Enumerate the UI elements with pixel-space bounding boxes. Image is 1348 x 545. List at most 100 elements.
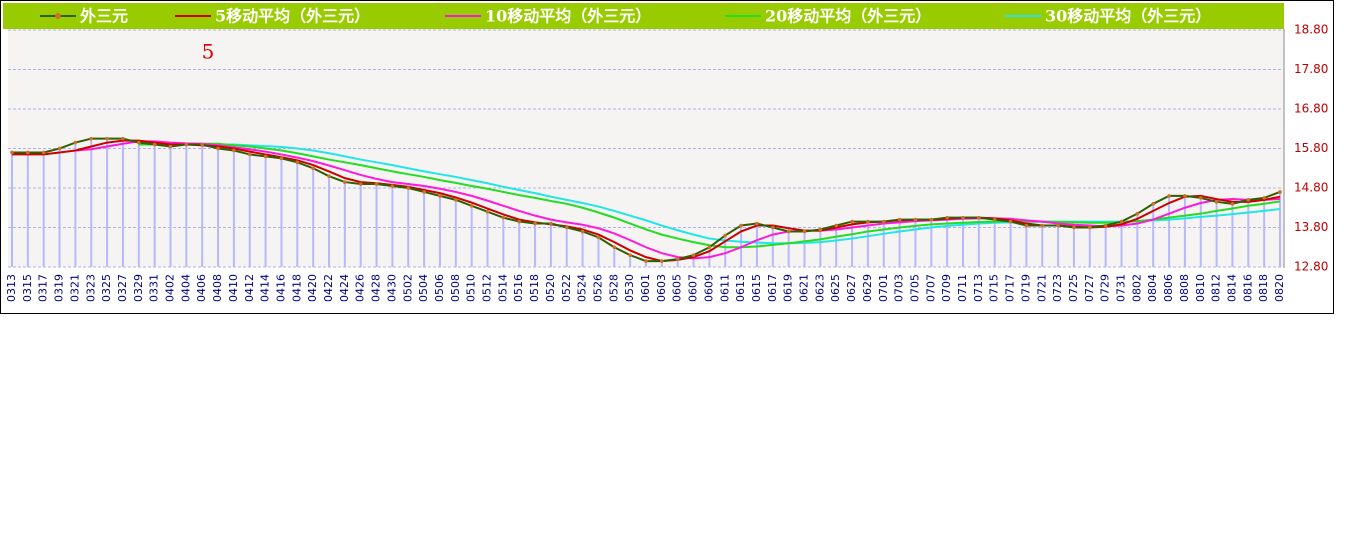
point	[263, 154, 268, 159]
x-tick-label: 0502	[401, 274, 414, 302]
point	[501, 215, 506, 220]
point	[41, 150, 46, 155]
point	[771, 225, 775, 230]
point	[1151, 202, 1155, 206]
x-tick-label: 0701	[877, 274, 890, 302]
series-line	[138, 142, 1281, 249]
x-tick-label: 0504	[417, 274, 430, 302]
point	[358, 182, 363, 186]
point	[247, 152, 252, 157]
x-tick-label: 0818	[1257, 274, 1270, 302]
x-tick-label: 0424	[338, 274, 351, 302]
x-tick-label: 0522	[560, 274, 573, 302]
x-tick-label: 0520	[544, 274, 557, 302]
point	[929, 217, 934, 222]
point	[739, 223, 743, 228]
x-tick-label: 0810	[1194, 274, 1207, 302]
y-tick-label: 17.80	[1294, 62, 1328, 76]
point	[850, 219, 854, 224]
x-tick-label: 0719	[1019, 274, 1032, 302]
x-tick-label: 0327	[116, 274, 129, 302]
x-tick-label: 0410	[227, 274, 240, 302]
x-tick-label: 0416	[274, 274, 287, 302]
x-tick-label: 0609	[702, 274, 715, 302]
point	[818, 227, 823, 232]
x-tick-label: 0615	[750, 274, 763, 302]
x-tick-label: 0607	[687, 274, 700, 302]
point	[644, 259, 648, 263]
x-tick-label: 0713	[972, 274, 985, 302]
point	[564, 225, 569, 230]
point	[1183, 194, 1187, 198]
x-tick-label: 0406	[195, 274, 208, 302]
point	[945, 215, 949, 220]
x-tick-label: 0613	[734, 274, 747, 302]
y-tick-label: 14.80	[1294, 181, 1328, 195]
point	[1040, 223, 1045, 228]
point	[1278, 190, 1282, 194]
x-tick-label: 0319	[53, 274, 66, 302]
point	[1008, 219, 1013, 224]
point	[755, 221, 759, 226]
y-tick-label: 13.80	[1294, 220, 1328, 234]
x-tick-label: 0426	[354, 274, 367, 302]
point	[485, 209, 490, 214]
point	[1214, 200, 1219, 204]
point	[311, 166, 315, 171]
point	[1230, 202, 1235, 206]
x-tick-label: 0430	[385, 274, 398, 302]
y-tick-label: 18.80	[1294, 23, 1328, 37]
x-tick-label: 0721	[1035, 274, 1048, 302]
x-tick-label: 0418	[290, 274, 303, 302]
legend-label: 10移动平均（外三元）	[485, 7, 651, 26]
point	[961, 215, 965, 220]
x-tick-label: 0717	[1004, 274, 1017, 302]
point	[612, 245, 617, 250]
annotation: 5	[202, 40, 215, 64]
x-tick-label: 0725	[1067, 274, 1080, 302]
legend-label: 5移动平均（外三元）	[215, 7, 370, 26]
x-tick-label: 0428	[370, 274, 383, 302]
x-tick-label: 0420	[306, 274, 319, 302]
point	[866, 219, 870, 224]
x-tick-label: 0804	[1146, 274, 1159, 302]
y-tick-label: 12.80	[1294, 260, 1328, 274]
x-tick-label: 0526	[591, 274, 604, 302]
x-tick-label: 0820	[1273, 274, 1286, 302]
series-line	[186, 143, 1281, 245]
x-tick-label: 0731	[1115, 274, 1128, 302]
x-tick-label: 0727	[1083, 274, 1096, 302]
x-tick-label: 0528	[607, 274, 620, 302]
point	[723, 233, 728, 238]
x-tick-label: 0705	[908, 274, 921, 302]
x-tick-label: 0711	[956, 274, 969, 302]
point	[1262, 196, 1266, 200]
point	[675, 257, 680, 261]
point	[390, 184, 395, 188]
point	[454, 198, 458, 202]
point	[216, 146, 220, 151]
x-tick-label: 0627	[845, 274, 858, 302]
x-tick-label: 0329	[132, 274, 145, 302]
point	[1167, 194, 1171, 198]
point	[73, 140, 78, 145]
x-tick-label: 0516	[512, 274, 525, 302]
x-tick-label: 0412	[243, 274, 256, 302]
x-tick-label: 0611	[718, 274, 731, 302]
x-tick-label: 0325	[100, 274, 113, 302]
y-tick-label: 16.80	[1294, 102, 1328, 116]
x-tick-label: 0506	[433, 274, 446, 302]
x-tick-label: 0621	[798, 274, 811, 302]
x-tick-label: 0806	[1162, 274, 1175, 302]
x-tick-label: 0402	[164, 274, 177, 302]
point	[10, 150, 14, 155]
x-tick-label: 0629	[861, 274, 874, 302]
point	[105, 136, 109, 141]
x-tick-label: 0321	[68, 274, 81, 302]
x-tick-label: 0508	[449, 274, 462, 302]
x-tick-label: 0512	[481, 274, 494, 302]
x-tick-label: 0709	[940, 274, 953, 302]
point	[168, 144, 173, 149]
